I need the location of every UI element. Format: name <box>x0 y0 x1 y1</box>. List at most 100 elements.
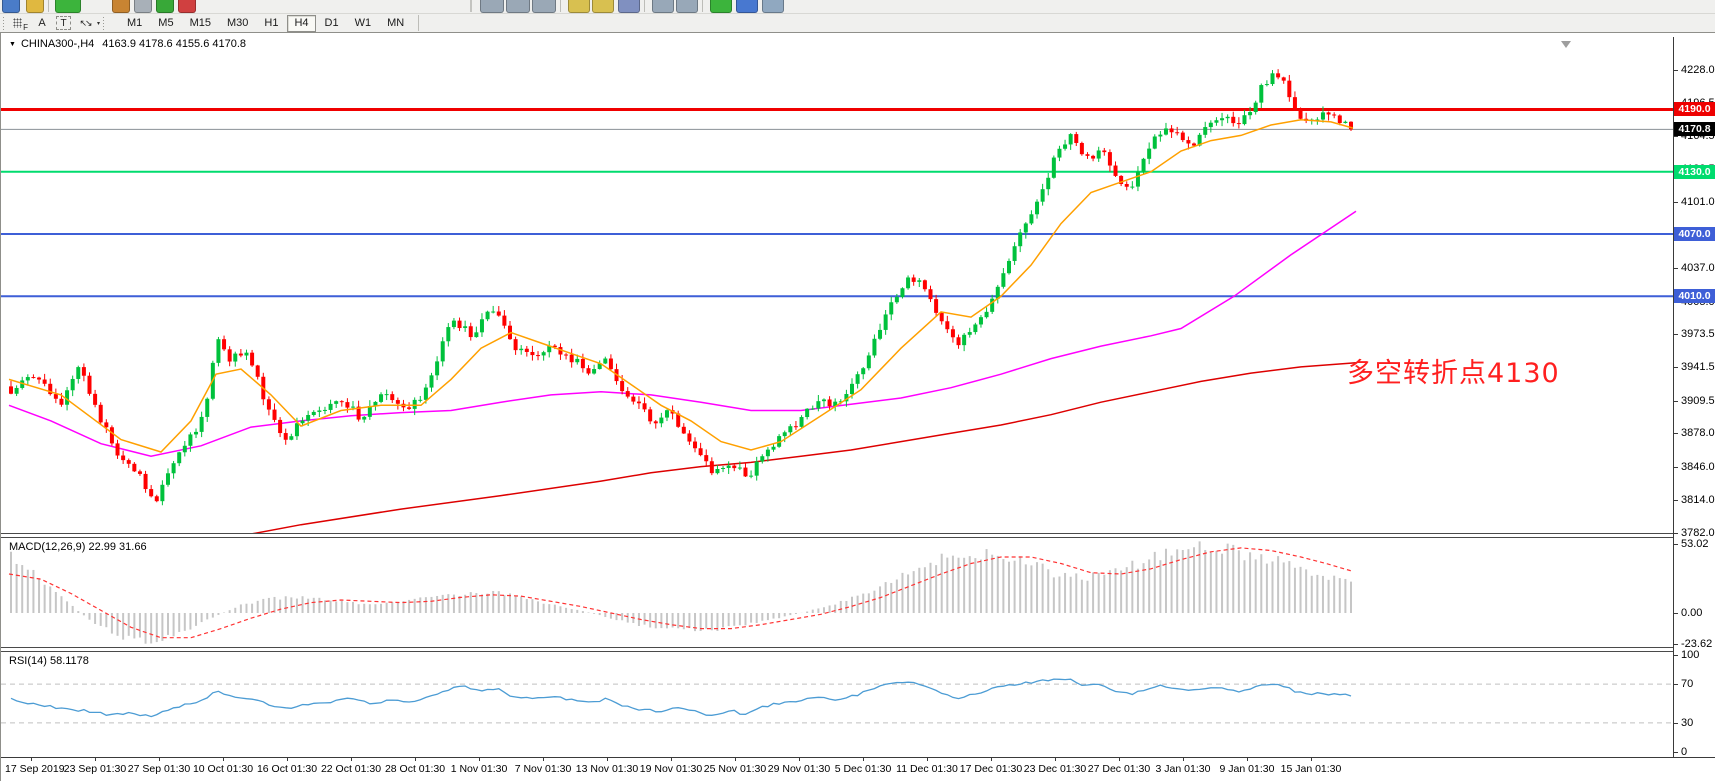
price-tick-label: 3941.5 <box>1681 361 1715 373</box>
price-tick-label: 3814.0 <box>1681 494 1715 506</box>
toolbar-grip[interactable] <box>470 0 472 12</box>
fibonacci-tool-icon[interactable]: F <box>12 16 28 32</box>
arrow-tools-icon[interactable]: ↖↘ <box>79 17 92 28</box>
price-tick-label: 4101.0 <box>1681 196 1715 208</box>
timeframe-button-m5[interactable]: M5 <box>158 16 174 29</box>
price-tick-mark <box>1674 70 1678 71</box>
macd-tick-mark <box>1674 644 1678 645</box>
toolbar-separator <box>418 15 420 31</box>
bar-chart-icon[interactable] <box>480 0 504 13</box>
search-icon[interactable] <box>26 0 44 13</box>
chart-window-icon[interactable] <box>2 0 20 13</box>
macd-tick-mark <box>1674 613 1678 614</box>
rsi-tick-label: 100 <box>1681 649 1700 661</box>
time-tick-label: 29 Nov 01:30 <box>767 763 831 775</box>
macd-pane-canvas[interactable] <box>1 538 1673 647</box>
time-tick-mark <box>351 758 352 761</box>
timeframe-button-m1[interactable]: M1 <box>127 16 143 29</box>
candlestick-chart-icon[interactable] <box>506 0 530 13</box>
price-tick-mark <box>1674 500 1678 501</box>
time-tick-mark <box>1055 758 1056 761</box>
chart-ohlc-values: 4163.9 4178.6 4155.6 4170.8 <box>102 38 247 50</box>
time-tick-mark <box>159 758 160 761</box>
timeframe-button-h1[interactable]: H1 <box>264 16 279 29</box>
zoom-out-icon[interactable] <box>592 0 614 13</box>
price-scale[interactable]: 4228.04196.54164.54132.54101.04069.04037… <box>1674 37 1715 758</box>
macd-label: MACD(12,26,9) 22.99 31.66 <box>9 541 147 553</box>
time-tick-mark <box>863 758 864 761</box>
new-order-icon[interactable] <box>55 0 81 13</box>
text-label-tool-icon[interactable]: T <box>56 16 71 30</box>
time-tick-mark <box>1183 758 1184 761</box>
time-tick-mark <box>479 758 480 761</box>
indicators-icon[interactable] <box>710 0 732 13</box>
pane-separator[interactable] <box>1 647 1715 652</box>
time-tick-mark <box>415 758 416 761</box>
chart-text-annotation[interactable]: 多空转折点4130 <box>1347 358 1560 389</box>
tile-windows-icon[interactable] <box>618 0 640 13</box>
price-tick-label: 3878.0 <box>1681 427 1715 439</box>
templates-icon[interactable] <box>762 0 784 13</box>
time-tick-label: 7 Nov 01:30 <box>514 763 572 775</box>
price-badge: 4170.8 <box>1674 122 1715 136</box>
time-tick-label: 10 Oct 01:30 <box>192 763 254 775</box>
toolbar-grip[interactable] <box>102 16 106 30</box>
time-tick-mark <box>223 758 224 761</box>
text-tool-icon[interactable]: A <box>38 17 46 29</box>
time-tick-mark <box>607 758 608 761</box>
time-tick-label: 17 Sep 2019 <box>5 763 65 775</box>
time-tick-mark <box>671 758 672 761</box>
fast-ma-line <box>8 119 1354 453</box>
zoom-in-icon[interactable] <box>568 0 590 13</box>
timeframe-button-m30[interactable]: M30 <box>226 16 249 29</box>
play-icon[interactable] <box>156 0 174 13</box>
time-tick-label: 3 Jan 01:30 <box>1155 763 1211 775</box>
time-tick-label: 27 Sep 01:30 <box>127 763 191 775</box>
line-chart-icon[interactable] <box>532 0 556 13</box>
pane-separator[interactable] <box>1 533 1715 538</box>
time-scale[interactable]: 17 Sep 2019 23 Sep 01:30 27 Sep 01:30 10 Oc… <box>1 757 1715 782</box>
price-badge: 4130.0 <box>1674 165 1715 179</box>
timeframe-button-h4[interactable]: H4 <box>287 14 316 32</box>
price-tick-mark <box>1674 202 1678 203</box>
price-tick-label: 3782.0 <box>1681 527 1715 539</box>
chart-dropdown-icon[interactable]: ▼ <box>9 40 16 48</box>
timeframe-button-mn[interactable]: MN <box>387 16 405 29</box>
price-tick-label: 3909.5 <box>1681 395 1715 407</box>
expert-advisor-icon[interactable] <box>112 0 130 13</box>
price-tick-mark <box>1674 136 1678 137</box>
rsi-tick-label: 30 <box>1681 717 1694 729</box>
timeframe-button-w1[interactable]: W1 <box>354 16 372 29</box>
time-tick-mark <box>287 758 288 761</box>
macd-signal-line <box>8 547 1354 639</box>
timeframe-button-d1[interactable]: D1 <box>324 16 339 29</box>
stop-icon[interactable] <box>178 0 196 13</box>
rsi-pane-canvas[interactable] <box>1 652 1673 757</box>
rsi-line <box>10 678 1352 718</box>
arrow-tools-caret-icon[interactable]: ▾ <box>97 20 101 27</box>
fibonacci-f-label: F <box>23 22 28 32</box>
time-tick-mark <box>1311 758 1312 761</box>
macd-histogram <box>10 541 1352 644</box>
time-tick-label: 13 Nov 01:30 <box>575 763 639 775</box>
toolbar-grip[interactable] <box>2 16 5 30</box>
price-badge: 4070.0 <box>1674 227 1715 241</box>
price-tick-label: 3846.0 <box>1681 461 1715 473</box>
time-tick-mark <box>991 758 992 761</box>
price-tick-mark <box>1674 367 1678 368</box>
auto-scroll-icon[interactable] <box>676 0 698 13</box>
slow-ma-line <box>247 361 1357 534</box>
print-icon[interactable] <box>134 0 152 13</box>
price-tick-mark <box>1674 467 1678 468</box>
main-chart-canvas[interactable] <box>1 37 1673 534</box>
time-tick-mark <box>1119 758 1120 761</box>
chart-shift-marker-icon[interactable] <box>1561 41 1571 48</box>
time-tick-label: 27 Dec 01:30 <box>1087 763 1151 775</box>
price-tick-mark <box>1674 334 1678 335</box>
timeframe-button-m15[interactable]: M15 <box>189 16 211 29</box>
time-tick-mark <box>31 758 32 761</box>
chart-shift-icon[interactable] <box>652 0 674 13</box>
price-badge: 4190.0 <box>1674 102 1715 116</box>
periods-icon[interactable] <box>736 0 758 13</box>
